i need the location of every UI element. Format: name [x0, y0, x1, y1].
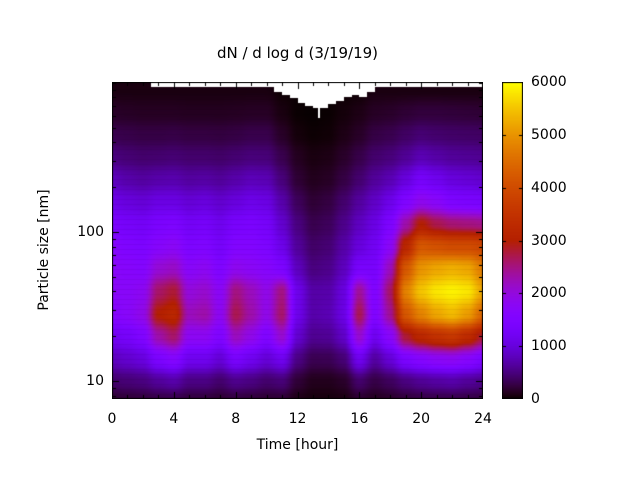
x-tick-label: 16 [350, 411, 369, 427]
y-tick-label: 10 [86, 373, 104, 390]
x-tick-label: 20 [412, 411, 431, 427]
y-tick-label: 100 [77, 224, 104, 241]
x-tick-label: 8 [231, 411, 241, 427]
chart-title: dN / d log d (3/19/19) [216, 44, 379, 62]
colorbar-tick-label: 0 [531, 391, 540, 407]
colorbar [502, 82, 523, 399]
x-tick-label: 24 [474, 411, 492, 427]
x-tick-label: 4 [169, 411, 179, 427]
x-axis-label: Time [hour] [256, 437, 339, 453]
colorbar-tick-label: 5000 [531, 126, 567, 143]
y-axis-label: Particle size [nm] [36, 189, 52, 311]
colorbar-tick-label: 3000 [531, 232, 567, 249]
colorbar-tick-label: 4000 [531, 179, 567, 196]
x-tick-label: 12 [288, 411, 307, 427]
x-tick-label: 0 [107, 411, 117, 427]
colorbar-tick-label: 6000 [531, 74, 567, 90]
heatmap-plot-area [112, 82, 483, 399]
colorbar-tick-label: 1000 [531, 338, 567, 355]
colorbar-tick-label: 2000 [531, 285, 567, 302]
